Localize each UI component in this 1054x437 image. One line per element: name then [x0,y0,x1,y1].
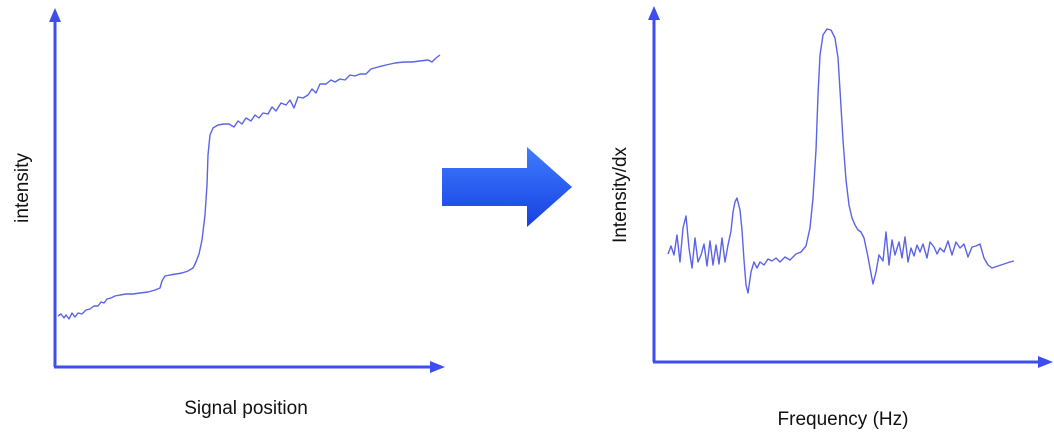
left-y-axis-arrowhead [49,8,61,22]
right-x-axis-label: Frequency (Hz) [778,409,909,430]
left-x-axis [54,361,445,373]
right-plot: Intensity/dx Frequency (Hz) [610,6,1053,430]
left-y-axis-label: intensity [12,153,33,223]
left-intensity-curve [57,54,441,320]
right-y-axis [648,6,660,362]
left-plot: intensity Signal position [12,8,445,419]
right-x-axis-arrowhead [1038,356,1053,368]
transform-arrow [442,147,572,227]
right-y-axis-arrowhead [648,6,660,20]
left-y-axis [49,8,61,367]
right-derivative-curve [667,28,1015,294]
right-x-axis [653,356,1053,368]
left-x-axis-arrowhead [430,361,445,373]
right-y-axis-label: Intensity/dx [610,146,631,243]
left-x-axis-label: Signal position [184,398,308,419]
